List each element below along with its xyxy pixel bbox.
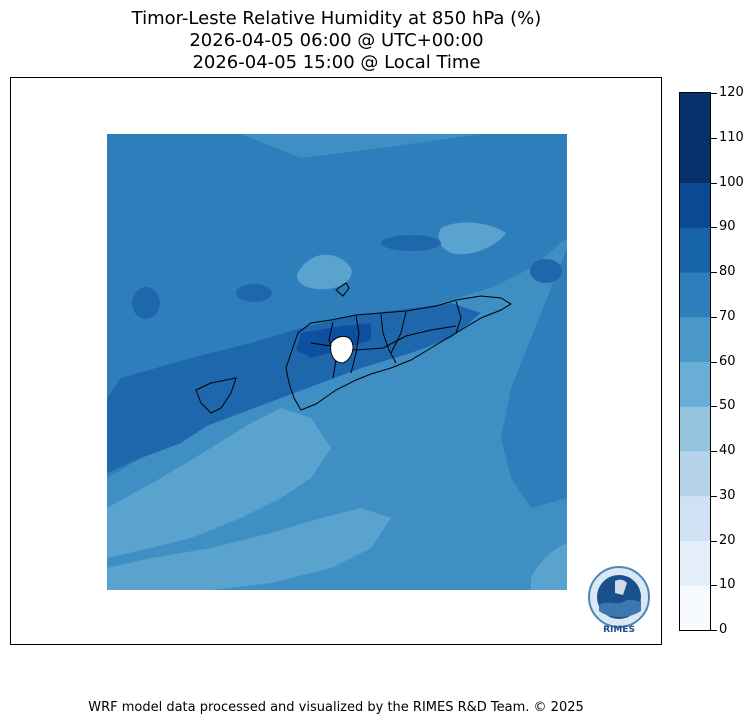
atauro-island	[335, 282, 350, 297]
colorbar-tick-label: 110	[719, 129, 744, 145]
colorbar-band	[680, 316, 710, 362]
svg-text:RIMES: RIMES	[603, 625, 635, 635]
humidity-field-90-100	[107, 396, 221, 473]
district-boundary	[390, 311, 407, 354]
district-boundary	[380, 313, 397, 364]
colorbar-tick	[711, 93, 717, 94]
colorbar-band	[680, 272, 710, 318]
rimes-logo: RIMES	[585, 565, 653, 635]
colorbar-band	[680, 495, 710, 541]
colorbar-band	[680, 406, 710, 452]
colorbar-tick	[711, 406, 717, 408]
colorbar-tick	[711, 272, 717, 273]
humidity-field-90-100	[132, 287, 160, 319]
humidity-field-60-70	[107, 408, 331, 558]
humidity-field-60-70	[531, 543, 567, 590]
humidity-field-90-100	[381, 235, 441, 251]
map-frame	[10, 77, 662, 645]
humidity-field-90-100	[530, 259, 562, 283]
humidity-field-60-70	[297, 254, 352, 290]
colorbar-swatches	[680, 93, 710, 631]
humidity-map	[107, 134, 567, 590]
colorbar-band	[680, 451, 710, 497]
humidity-field-60-70	[107, 508, 391, 590]
colorbar-tick	[711, 316, 717, 318]
district-boundary	[455, 300, 462, 334]
colorbar-tick-label: 50	[719, 398, 736, 414]
colorbar-tick-label: 60	[719, 353, 736, 369]
humidity-field-80-90	[501, 248, 567, 508]
colorbar-band	[680, 227, 710, 273]
colorbar-tick	[711, 137, 717, 139]
colorbar-tick	[711, 182, 717, 184]
colorbar-band	[680, 540, 710, 586]
colorbar-tick-label: 0	[719, 622, 728, 637]
colorbar	[679, 92, 711, 631]
credit-footer: WRF model data processed and visualized …	[88, 700, 584, 715]
district-boundaries	[195, 282, 512, 414]
colorbar-tick-label: 40	[719, 443, 736, 458]
colorbar-band	[680, 93, 710, 139]
colorbar-tick-label: 20	[719, 532, 736, 548]
colorbar-tick-label: 10	[719, 577, 736, 593]
colorbar-band	[680, 137, 710, 183]
local-time: 2026-04-05 15:00 @ Local Time	[192, 52, 481, 73]
colorbar-tick-label: 100	[719, 174, 744, 190]
district-boundary	[350, 315, 360, 374]
colorbar-tick-label: 30	[719, 487, 736, 503]
colorbar-tick-label: 90	[719, 219, 736, 235]
colorbar-tick-label: 70	[719, 308, 736, 324]
humidity-field-90-100	[236, 284, 272, 302]
colorbar-tick	[711, 227, 717, 229]
colorbar-band	[680, 361, 710, 407]
colorbar-tick	[711, 451, 717, 452]
utc-time: 2026-04-05 06:00 @ UTC+00:00	[189, 30, 484, 51]
colorbar-tick	[711, 630, 717, 631]
humidity-field-60-70	[438, 222, 506, 255]
map-title: Timor-Leste Relative Humidity at 850 hPa…	[131, 8, 542, 29]
colorbar-band	[680, 182, 710, 228]
colorbar-tick	[711, 495, 717, 497]
colorbar-band	[680, 585, 710, 631]
colorbar-tick-label: 80	[719, 264, 736, 279]
colorbar-tick	[711, 361, 717, 363]
colorbar-tick	[711, 540, 717, 542]
missing-data-region	[330, 335, 354, 364]
oecusse-enclave	[195, 377, 237, 414]
colorbar-tick	[711, 585, 717, 587]
colorbar-tick-label: 120	[719, 85, 744, 100]
